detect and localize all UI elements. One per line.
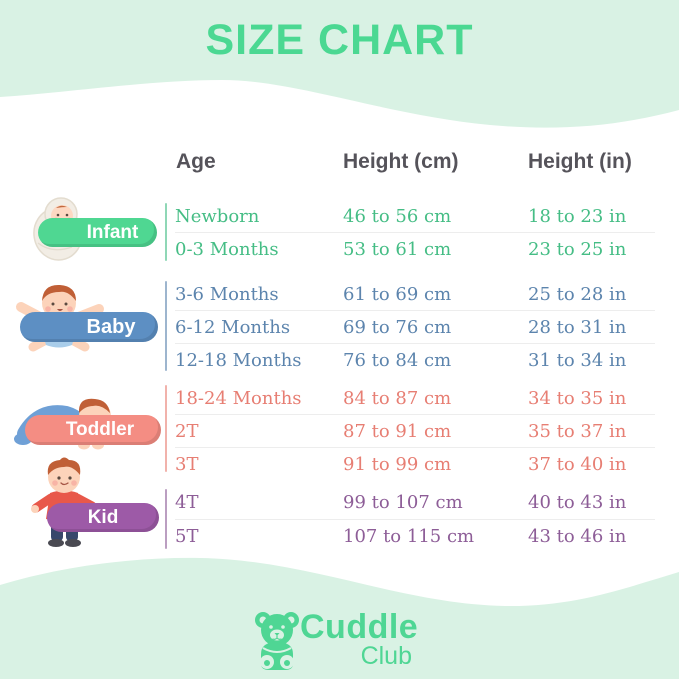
baby-rows: 3-6 Months 61 to 69 cm 25 to 28 in 6-12 …: [175, 278, 655, 376]
table-row: 2T 87 to 91 cm 35 to 37 in: [175, 415, 655, 448]
height-in-cell: 35 to 37 in: [528, 420, 627, 442]
height-in-cell: 23 to 25 in: [528, 238, 627, 260]
age-cell: 3T: [175, 453, 199, 475]
kid-rows: 4T 99 to 107 cm 40 to 43 in 5T 107 to 11…: [175, 486, 655, 553]
table-row: 3T 91 to 99 cm 37 to 40 in: [175, 448, 655, 480]
table-row: 3-6 Months 61 to 69 cm 25 to 28 in: [175, 278, 655, 311]
table-row: 4T 99 to 107 cm 40 to 43 in: [175, 486, 655, 520]
height-cm-cell: 69 to 76 cm: [343, 316, 452, 338]
height-cm-cell: 84 to 87 cm: [343, 387, 452, 409]
column-header-height-cm: Height (cm): [343, 150, 459, 173]
age-cell: Newborn: [175, 205, 260, 227]
height-cm-cell: 76 to 84 cm: [343, 349, 452, 371]
table-row: 18-24 Months 84 to 87 cm 34 to 35 in: [175, 382, 655, 415]
bottom-wave-decoration: [0, 557, 679, 679]
age-cell: 0-3 Months: [175, 238, 279, 260]
height-in-cell: 34 to 35 in: [528, 387, 627, 409]
kid-label-pill: Kid: [47, 503, 159, 532]
age-cell: 12-18 Months: [175, 349, 302, 371]
table-row: 12-18 Months 76 to 84 cm 31 to 34 in: [175, 344, 655, 376]
table-row: 0-3 Months 53 to 61 cm 23 to 25 in: [175, 233, 655, 265]
height-in-cell: 25 to 28 in: [528, 283, 627, 305]
baby-label-pill: Baby: [20, 312, 158, 342]
height-in-cell: 31 to 34 in: [528, 349, 627, 371]
page-title: SIZE CHART: [205, 16, 474, 64]
brand-subname: Club: [360, 642, 412, 670]
teddy-bear-icon: [255, 612, 299, 670]
table-row: Newborn 46 to 56 cm 18 to 23 in: [175, 200, 655, 233]
age-cell: 18-24 Months: [175, 387, 302, 409]
toddler-label-pill: Toddler: [25, 415, 161, 445]
height-in-cell: 40 to 43 in: [528, 492, 627, 513]
infant-rows: Newborn 46 to 56 cm 18 to 23 in 0-3 Mont…: [175, 200, 655, 265]
toddler-section-line: [165, 385, 167, 472]
age-cell: 4T: [175, 492, 199, 513]
infant-label-pill: Infant: [38, 218, 157, 247]
kid-section-line: [165, 489, 167, 549]
height-cm-cell: 87 to 91 cm: [343, 420, 452, 442]
infant-section-line: [165, 203, 167, 261]
brand-logo: Cuddle Club: [0, 606, 679, 676]
column-header-age: Age: [176, 150, 216, 173]
height-cm-cell: 107 to 115 cm: [343, 526, 475, 547]
height-cm-cell: 46 to 56 cm: [343, 205, 452, 227]
table-row: 6-12 Months 69 to 76 cm 28 to 31 in: [175, 311, 655, 344]
height-in-cell: 37 to 40 in: [528, 453, 627, 475]
age-cell: 6-12 Months: [175, 316, 291, 338]
baby-section-line: [165, 281, 167, 371]
height-cm-cell: 53 to 61 cm: [343, 238, 452, 260]
column-header-height-in: Height (in): [528, 150, 632, 173]
age-cell: 5T: [175, 526, 199, 547]
height-cm-cell: 61 to 69 cm: [343, 283, 452, 305]
table-row: 5T 107 to 115 cm 43 to 46 in: [175, 520, 655, 553]
height-in-cell: 18 to 23 in: [528, 205, 627, 227]
top-wave-decoration: [0, 0, 679, 128]
toddler-rows: 18-24 Months 84 to 87 cm 34 to 35 in 2T …: [175, 382, 655, 480]
age-cell: 3-6 Months: [175, 283, 279, 305]
height-cm-cell: 99 to 107 cm: [343, 492, 463, 513]
age-cell: 2T: [175, 420, 199, 442]
height-cm-cell: 91 to 99 cm: [343, 453, 452, 475]
height-in-cell: 28 to 31 in: [528, 316, 627, 338]
brand-name: Cuddle: [300, 608, 419, 646]
height-in-cell: 43 to 46 in: [528, 526, 627, 547]
kid-illustration-icon: [31, 457, 97, 547]
